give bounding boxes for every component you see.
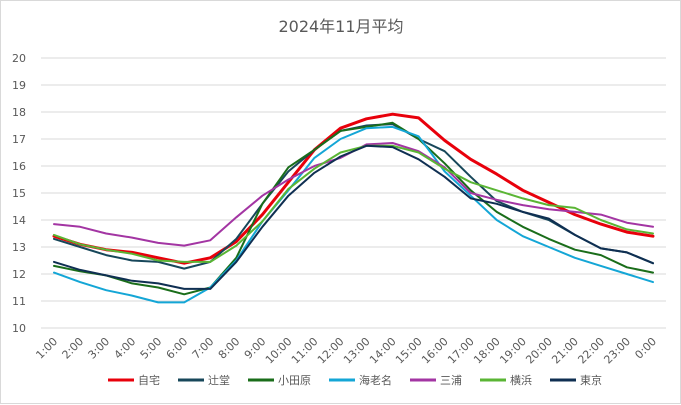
series-lines [52,112,655,304]
legend-label: 東京 [580,373,602,387]
x-tick-label: 19:00 [497,335,529,367]
legend-label: 辻堂 [208,373,230,387]
legend-label: 海老名 [359,373,392,387]
x-tick-label: 6:00 [164,335,191,362]
x-tick-label: 15:00 [393,335,425,367]
x-tick-label: 10:00 [263,335,295,367]
x-axis-ticks: 1:00 2:00 3:00 4:00 5:00 6:00 7:00 8:00 9:0010:0… [33,335,659,367]
y-tick-label: 10 [12,322,26,335]
x-tick-label: 2:00 [60,335,87,362]
x-tick-label: 5:00 [138,335,165,362]
gridlines [41,57,666,329]
x-tick-label: 18:00 [471,335,503,367]
series-line-3 [53,125,654,304]
x-tick-label: 8:00 [216,335,243,362]
y-tick-label: 20 [12,52,26,65]
x-tick-label: 4:00 [112,335,139,362]
x-tick-label: 0:00 [632,335,659,362]
x-tick-label: 17:00 [445,335,477,367]
x-tick-label: 22:00 [575,335,607,367]
series-line-6 [53,144,654,290]
x-tick-label: 16:00 [419,335,451,367]
x-tick-label: 14:00 [367,335,399,367]
x-tick-label: 13:00 [341,335,373,367]
y-tick-label: 17 [12,133,26,146]
x-tick-label: 11:00 [289,335,321,367]
x-tick-label: 20:00 [523,335,555,367]
legend-label: 三浦 [440,374,462,387]
y-tick-label: 11 [12,295,26,308]
y-tick-label: 13 [12,241,26,254]
legend-label: 横浜 [510,373,532,387]
series-line-2 [53,121,654,296]
x-tick-label: 3:00 [86,335,113,362]
y-tick-label: 12 [12,268,26,281]
y-tick-label: 19 [12,79,26,92]
chart-title: 2024年11月平均 [278,17,403,36]
legend: 自宅 辻堂 小田原 海老名 三浦 横浜 東京 [108,373,602,387]
x-tick-label: 23:00 [601,335,633,367]
y-tick-label: 14 [12,214,26,227]
legend-label: 小田原 [278,374,311,387]
y-tick-label: 16 [12,160,26,173]
series-line-0 [52,112,655,265]
y-tick-label: 18 [12,106,26,119]
legend-label: 自宅 [138,373,160,387]
series-line-4 [53,142,654,247]
x-tick-label: 1:00 [33,335,60,362]
y-tick-label: 15 [12,187,26,200]
x-tick-label: 12:00 [315,335,347,367]
series-line-5 [53,144,654,263]
x-tick-label: 7:00 [190,335,217,362]
y-axis-ticks: 10 11 12 13 14 15 16 17 18 19 20 [12,52,26,335]
x-tick-label: 21:00 [549,335,581,367]
